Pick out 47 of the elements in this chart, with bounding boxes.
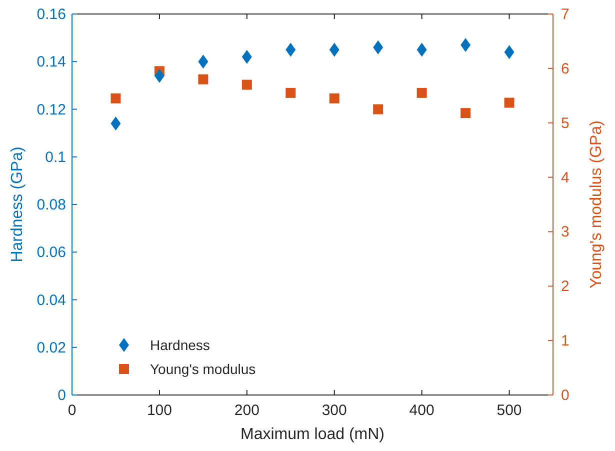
y-tick-label: 0.02 (36, 339, 66, 356)
y2-tick-label: 7 (561, 6, 570, 23)
y-tick-label: 0.08 (36, 196, 66, 214)
x-axis-title: Maximum load (mN) (240, 426, 385, 443)
point (110, 93, 121, 104)
y-tick-label: 0.06 (36, 244, 66, 262)
x-tick-label: 400 (409, 402, 434, 419)
legend-label: Young's modulus (150, 361, 256, 377)
y-tick-label: 0.14 (36, 54, 66, 71)
y2-tick-label: 5 (561, 114, 570, 132)
point (460, 38, 471, 52)
y-tick-label: 0.04 (36, 292, 66, 309)
y2-tick-label: 0 (561, 387, 570, 404)
y-tick-label: 0 (58, 387, 66, 404)
x-tick-label: 300 (322, 402, 347, 419)
x-tick-label: 500 (496, 402, 522, 419)
x-tick-label: 200 (234, 402, 260, 419)
point (286, 88, 296, 98)
point (110, 116, 121, 131)
point (373, 40, 384, 54)
y-tick-label: 0.1 (45, 148, 66, 166)
point (154, 68, 164, 83)
point (416, 42, 427, 57)
x-tick-label: 0 (68, 402, 76, 419)
point (504, 45, 514, 60)
point (242, 50, 252, 64)
point (504, 98, 514, 108)
point (198, 74, 208, 84)
point (460, 108, 471, 118)
legend-label: Hardness (150, 337, 210, 353)
point (416, 88, 427, 98)
y-axis-title: Hardness (GPa) (9, 146, 26, 262)
y2-tick-label: 2 (561, 278, 570, 296)
point (242, 80, 252, 90)
y2-tick-label: 1 (561, 332, 570, 350)
point (373, 104, 384, 114)
y2-axis-title: Young's modulus (GPa) (588, 120, 605, 288)
point (286, 42, 296, 57)
point (198, 54, 208, 69)
y-tick-label: 0.16 (36, 6, 66, 23)
point (329, 93, 340, 104)
y2-tick-label: 4 (561, 169, 570, 186)
y2-tick-label: 6 (561, 60, 570, 78)
y2-tick-label: 3 (561, 224, 570, 241)
point (329, 42, 340, 57)
y-tick-label: 0.12 (36, 101, 66, 118)
x-tick-label: 100 (146, 402, 172, 419)
